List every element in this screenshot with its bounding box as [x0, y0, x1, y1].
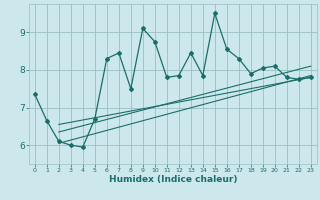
- X-axis label: Humidex (Indice chaleur): Humidex (Indice chaleur): [108, 175, 237, 184]
